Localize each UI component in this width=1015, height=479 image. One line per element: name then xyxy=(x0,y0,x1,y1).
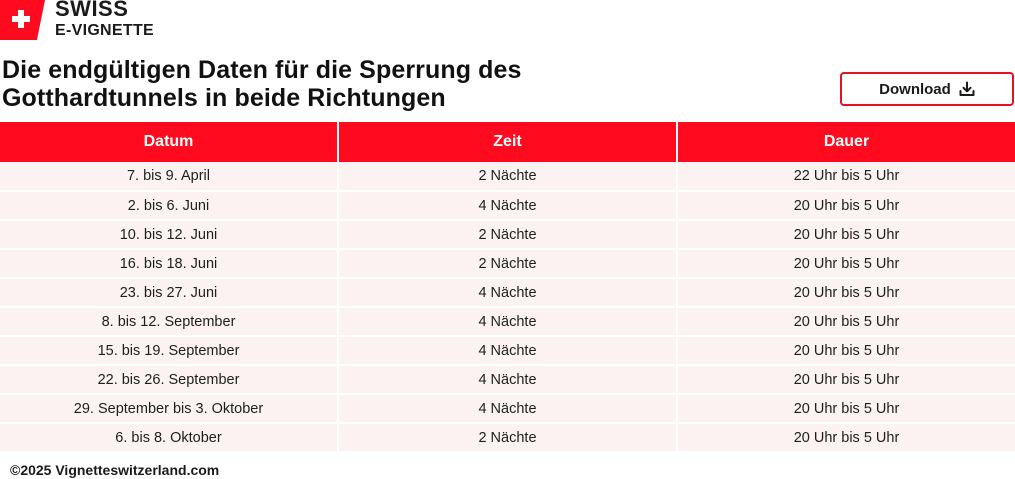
table-row: 2. bis 6. Juni 4 Nächte 20 Uhr bis 5 Uhr xyxy=(0,191,1015,221)
table-row: 7. bis 9. April 2 Nächte 22 Uhr bis 5 Uhr xyxy=(0,162,1015,192)
swiss-flag-icon xyxy=(0,0,45,40)
column-header-dauer: Dauer xyxy=(677,122,1015,162)
cell-dauer: 20 Uhr bis 5 Uhr xyxy=(677,220,1015,250)
cell-datum: 15. bis 19. September xyxy=(0,336,339,366)
cell-datum: 6. bis 8. Oktober xyxy=(0,423,339,453)
cell-zeit: 4 Nächte xyxy=(338,278,678,308)
cell-dauer: 20 Uhr bis 5 Uhr xyxy=(677,249,1015,279)
swiss-cross-icon xyxy=(12,10,30,28)
cell-zeit: 4 Nächte xyxy=(338,191,678,221)
cell-datum: 7. bis 9. April xyxy=(0,162,339,192)
table-row: 8. bis 12. September 4 Nächte 20 Uhr bis 5… xyxy=(0,307,1015,337)
cell-zeit: 4 Nächte xyxy=(338,336,678,366)
page-title: Die endgültigen Daten für die Sperrung d… xyxy=(2,56,522,112)
column-header-zeit: Zeit xyxy=(338,122,678,162)
brand-wordmark: SWISS E-VIGNETTE xyxy=(55,0,154,39)
download-icon xyxy=(959,81,975,96)
copyright-footer: ©2025 Vignetteswitzerland.com xyxy=(10,462,220,478)
cell-dauer: 20 Uhr bis 5 Uhr xyxy=(677,423,1015,453)
cell-dauer: 20 Uhr bis 5 Uhr xyxy=(677,394,1015,424)
cell-datum: 2. bis 6. Juni xyxy=(0,191,339,221)
table-row: 6. bis 8. Oktober 2 Nächte 20 Uhr bis 5 Uh… xyxy=(0,423,1015,453)
cell-zeit: 4 Nächte xyxy=(338,365,678,395)
table-row: 15. bis 19. September 4 Nächte 20 Uhr bis … xyxy=(0,336,1015,366)
table-row: 22. bis 26. September 4 Nächte 20 Uhr bis … xyxy=(0,365,1015,395)
table-row: 23. bis 27. Juni 4 Nächte 20 Uhr bis 5 Uhr xyxy=(0,278,1015,308)
closure-dates-table: Datum Zeit Dauer 7. bis 9. April 2 Nächte… xyxy=(0,122,1015,453)
cell-dauer: 20 Uhr bis 5 Uhr xyxy=(677,191,1015,221)
cell-zeit: 4 Nächte xyxy=(338,394,678,424)
cell-datum: 10. bis 12. Juni xyxy=(0,220,339,250)
cell-datum: 22. bis 26. September xyxy=(0,365,339,395)
cell-zeit: 2 Nächte xyxy=(338,220,678,250)
cell-datum: 16. bis 18. Juni xyxy=(0,249,339,279)
cell-datum: 23. bis 27. Juni xyxy=(0,278,339,308)
table-header-row: Datum Zeit Dauer xyxy=(0,122,1015,162)
cell-dauer: 20 Uhr bis 5 Uhr xyxy=(677,278,1015,308)
table-row: 16. bis 18. Juni 2 Nächte 20 Uhr bis 5 Uhr xyxy=(0,249,1015,279)
brand-logo[interactable]: SWISS E-VIGNETTE xyxy=(0,0,154,44)
cell-datum: 29. September bis 3. Oktober xyxy=(0,394,339,424)
cell-zeit: 2 Nächte xyxy=(338,162,678,192)
cell-zeit: 2 Nächte xyxy=(338,249,678,279)
cell-datum: 8. bis 12. September xyxy=(0,307,339,337)
cell-dauer: 20 Uhr bis 5 Uhr xyxy=(677,307,1015,337)
download-button[interactable]: Download xyxy=(840,72,1014,106)
column-header-datum: Datum xyxy=(0,122,339,162)
table-row: 10. bis 12. Juni 2 Nächte 20 Uhr bis 5 Uhr xyxy=(0,220,1015,250)
cell-dauer: 20 Uhr bis 5 Uhr xyxy=(677,365,1015,395)
brand-line2: E-VIGNETTE xyxy=(55,22,155,39)
cell-dauer: 20 Uhr bis 5 Uhr xyxy=(677,336,1015,366)
cell-zeit: 4 Nächte xyxy=(338,307,678,337)
brand-line1: SWISS xyxy=(55,0,129,21)
table-row: 29. September bis 3. Oktober 4 Nächte 20 U… xyxy=(0,394,1015,424)
cell-dauer: 22 Uhr bis 5 Uhr xyxy=(677,162,1015,192)
cell-zeit: 2 Nächte xyxy=(338,423,678,453)
download-label: Download xyxy=(879,80,951,98)
